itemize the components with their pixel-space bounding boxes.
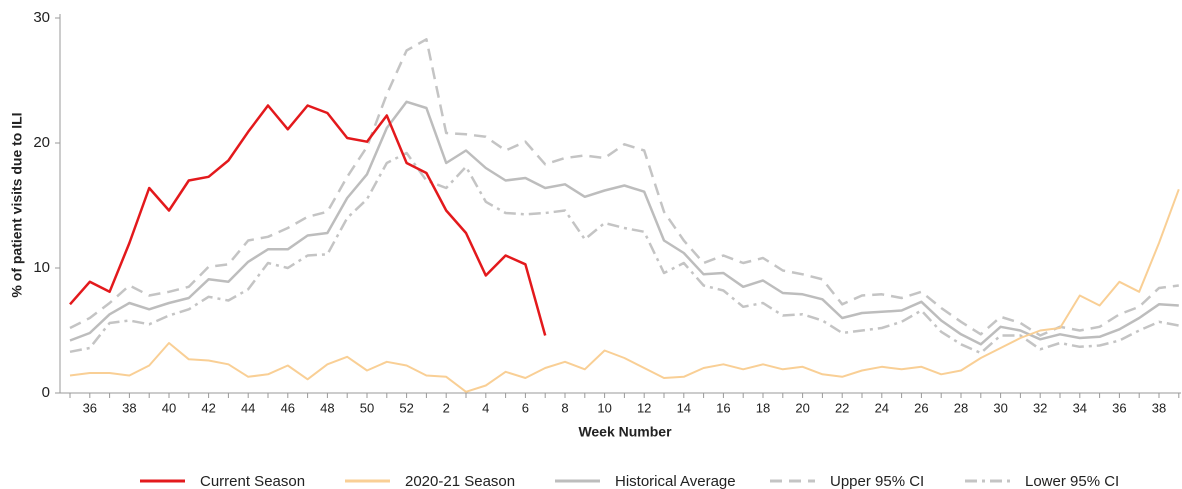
x-tick-label: 18 [756, 400, 770, 415]
x-tick-label: 24 [875, 400, 889, 415]
series-line [69, 100, 1179, 346]
series-line [69, 38, 1179, 337]
legend-label: 2020-21 Season [405, 473, 515, 489]
x-tick-label: 36 [83, 400, 97, 415]
x-tick-label: 10 [597, 400, 611, 415]
x-tick-label: 42 [201, 400, 215, 415]
y-tick-label: 20 [33, 134, 50, 151]
x-tick-label: 22 [835, 400, 849, 415]
x-tick-label: 50 [360, 400, 374, 415]
x-tick-label: 46 [281, 400, 295, 415]
x-tick-label: 26 [914, 400, 928, 415]
x-tick-label: 4 [482, 400, 489, 415]
x-tick-label: 16 [716, 400, 730, 415]
x-axis-title: Week Number [578, 424, 672, 440]
x-tick-label: 28 [954, 400, 968, 415]
y-tick-label: 10 [33, 259, 50, 276]
legend-label: Current Season [200, 473, 305, 489]
y-tick-label: 0 [42, 384, 50, 401]
x-tick-label: 20 [795, 400, 809, 415]
legend-label: Historical Average [615, 473, 736, 489]
series-line [69, 188, 1180, 393]
y-tick-label: 30 [33, 9, 50, 26]
x-tick-label: 2 [443, 400, 450, 415]
x-tick-label: 32 [1033, 400, 1047, 415]
x-tick-label: 14 [677, 400, 691, 415]
x-tick-label: 6 [522, 400, 529, 415]
legend-label: Lower 95% CI [1025, 473, 1119, 489]
x-tick-label: 30 [993, 400, 1007, 415]
x-tick-label: 38 [122, 400, 136, 415]
series-line [69, 151, 1180, 355]
x-tick-label: 38 [1152, 400, 1166, 415]
y-axis-title: % of patient visits due to ILI [9, 112, 25, 297]
x-tick-label: 52 [399, 400, 413, 415]
series-line [69, 104, 547, 336]
legend-label: Upper 95% CI [830, 473, 924, 489]
x-tick-label: 8 [561, 400, 568, 415]
x-tick-label: 34 [1073, 400, 1087, 415]
x-tick-label: 40 [162, 400, 176, 415]
x-tick-label: 48 [320, 400, 334, 415]
x-tick-label: 44 [241, 400, 255, 415]
x-tick-label: 36 [1112, 400, 1126, 415]
x-tick-label: 12 [637, 400, 651, 415]
